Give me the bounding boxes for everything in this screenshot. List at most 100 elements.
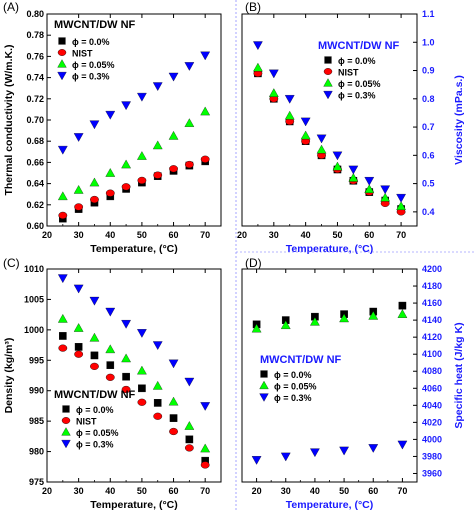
data-point bbox=[268, 88, 279, 97]
data-point bbox=[138, 384, 146, 393]
data-point bbox=[74, 343, 83, 351]
data-point bbox=[169, 427, 178, 436]
y-tick-label: 0.4 bbox=[422, 207, 435, 217]
data-point bbox=[368, 444, 379, 453]
data-point bbox=[137, 151, 147, 160]
data-point bbox=[73, 323, 84, 332]
panel-3: (C) 20 30 40 50 60 70 975 980 985 990 995 1000 1005 10… bbox=[3, 256, 222, 511]
data-point bbox=[90, 362, 99, 370]
series-2 bbox=[251, 309, 408, 333]
data-point bbox=[316, 144, 327, 154]
data-point bbox=[251, 323, 262, 333]
x-axis-label: Temperature, (°C) bbox=[90, 243, 177, 255]
panel-2: (B) 20 30 40 50 60 70 0.4 0.5 0.6 0.7 0.8 0.9 1.0 1.1 T… bbox=[237, 0, 465, 255]
data-point bbox=[268, 69, 279, 79]
data-point bbox=[253, 41, 263, 50]
data-point bbox=[137, 92, 147, 102]
data-point bbox=[90, 351, 99, 360]
data-point bbox=[152, 341, 163, 350]
data-point bbox=[184, 421, 195, 430]
y-tick-label: 985 bbox=[29, 416, 44, 426]
x-tick-label: 30 bbox=[281, 486, 291, 496]
data-point bbox=[364, 184, 375, 194]
y-axis-label: Specific heat (J/kg K) bbox=[453, 322, 465, 428]
data-point bbox=[185, 435, 194, 444]
data-point bbox=[137, 398, 147, 406]
x-tick-label: 70 bbox=[397, 486, 407, 496]
x-tick-label: 50 bbox=[339, 486, 349, 496]
legend-label: ϕ = 0.0% bbox=[76, 405, 114, 415]
x-axis-label: Temperature, (°C) bbox=[286, 243, 373, 255]
data-point bbox=[105, 344, 116, 354]
data-point bbox=[168, 130, 179, 140]
data-point bbox=[57, 145, 68, 155]
data-point bbox=[105, 110, 116, 120]
data-point bbox=[169, 165, 178, 173]
data-point bbox=[57, 274, 68, 284]
y-axis-label: Thermal conductivity (W/m.K.) bbox=[3, 44, 15, 195]
y-tick-label: 3980 bbox=[422, 451, 442, 461]
legend-label: ϕ = 0.05% bbox=[338, 79, 381, 89]
data-point bbox=[339, 313, 349, 323]
data-point bbox=[105, 373, 115, 381]
data-point bbox=[397, 440, 408, 450]
data-point bbox=[59, 332, 67, 340]
panel-1: (A) 20 30 40 50 60 70 0.60 0.62 0.64 0.66 0.68 0.70 0… bbox=[3, 0, 222, 255]
y-tick-label: 4180 bbox=[422, 281, 442, 291]
plot-frame bbox=[241, 268, 418, 483]
x-axis-label: Temperature, (°C) bbox=[286, 499, 373, 511]
y-tick-label: 995 bbox=[29, 355, 44, 365]
y-tick-label: 0.66 bbox=[26, 157, 44, 167]
data-point bbox=[137, 176, 147, 185]
data-point bbox=[310, 448, 320, 458]
y-tick-label: 4040 bbox=[422, 400, 442, 410]
data-point bbox=[280, 452, 291, 462]
legend-marker bbox=[61, 427, 71, 436]
legend-marker bbox=[259, 393, 269, 402]
x-tick-label: 40 bbox=[310, 486, 320, 496]
data-point bbox=[89, 177, 100, 187]
x-tick-label: 20 bbox=[42, 230, 52, 240]
data-point bbox=[153, 171, 163, 179]
data-point bbox=[121, 159, 131, 169]
data-point bbox=[332, 151, 343, 161]
x-tick-label: 30 bbox=[74, 230, 84, 240]
data-point bbox=[332, 161, 343, 171]
y-tick-label: 0.9 bbox=[422, 66, 435, 76]
series-4 bbox=[57, 274, 211, 411]
legend-label: NIST bbox=[76, 417, 97, 427]
y-tick-label: 0.62 bbox=[26, 200, 44, 210]
legend-label: NIST bbox=[338, 68, 359, 78]
plot-frame bbox=[46, 268, 222, 483]
plot-frame bbox=[241, 13, 418, 227]
data-point bbox=[57, 191, 68, 201]
y-tick-label: 0.5 bbox=[422, 179, 435, 189]
data-point bbox=[74, 203, 84, 211]
y-tick-label: 990 bbox=[29, 386, 44, 396]
data-point bbox=[105, 189, 115, 197]
data-point bbox=[200, 402, 211, 411]
y-tick-label: 4160 bbox=[422, 298, 442, 308]
y-tick-label: 0.70 bbox=[26, 115, 44, 125]
data-point bbox=[168, 72, 179, 82]
data-point bbox=[280, 320, 291, 329]
panel-label: (A) bbox=[3, 0, 19, 14]
legend-marker bbox=[61, 417, 71, 424]
data-point bbox=[121, 385, 131, 394]
data-point bbox=[122, 372, 130, 381]
y-tick-label: 4120 bbox=[422, 332, 442, 342]
legend-label: ϕ = 0.3% bbox=[338, 91, 376, 101]
data-point bbox=[169, 414, 178, 422]
data-point bbox=[152, 380, 163, 390]
data-point bbox=[105, 168, 116, 177]
data-point bbox=[74, 350, 84, 358]
x-tick-label: 60 bbox=[368, 486, 378, 496]
legend-label: ϕ = 0.0% bbox=[338, 56, 376, 66]
x-tick-label: 20 bbox=[237, 230, 247, 240]
data-point bbox=[106, 361, 115, 369]
x-tick-label: 50 bbox=[137, 230, 147, 240]
data-point bbox=[57, 313, 68, 323]
data-point bbox=[137, 329, 147, 338]
legend-label: ϕ = 0.05% bbox=[274, 382, 317, 392]
data-point bbox=[200, 443, 211, 453]
